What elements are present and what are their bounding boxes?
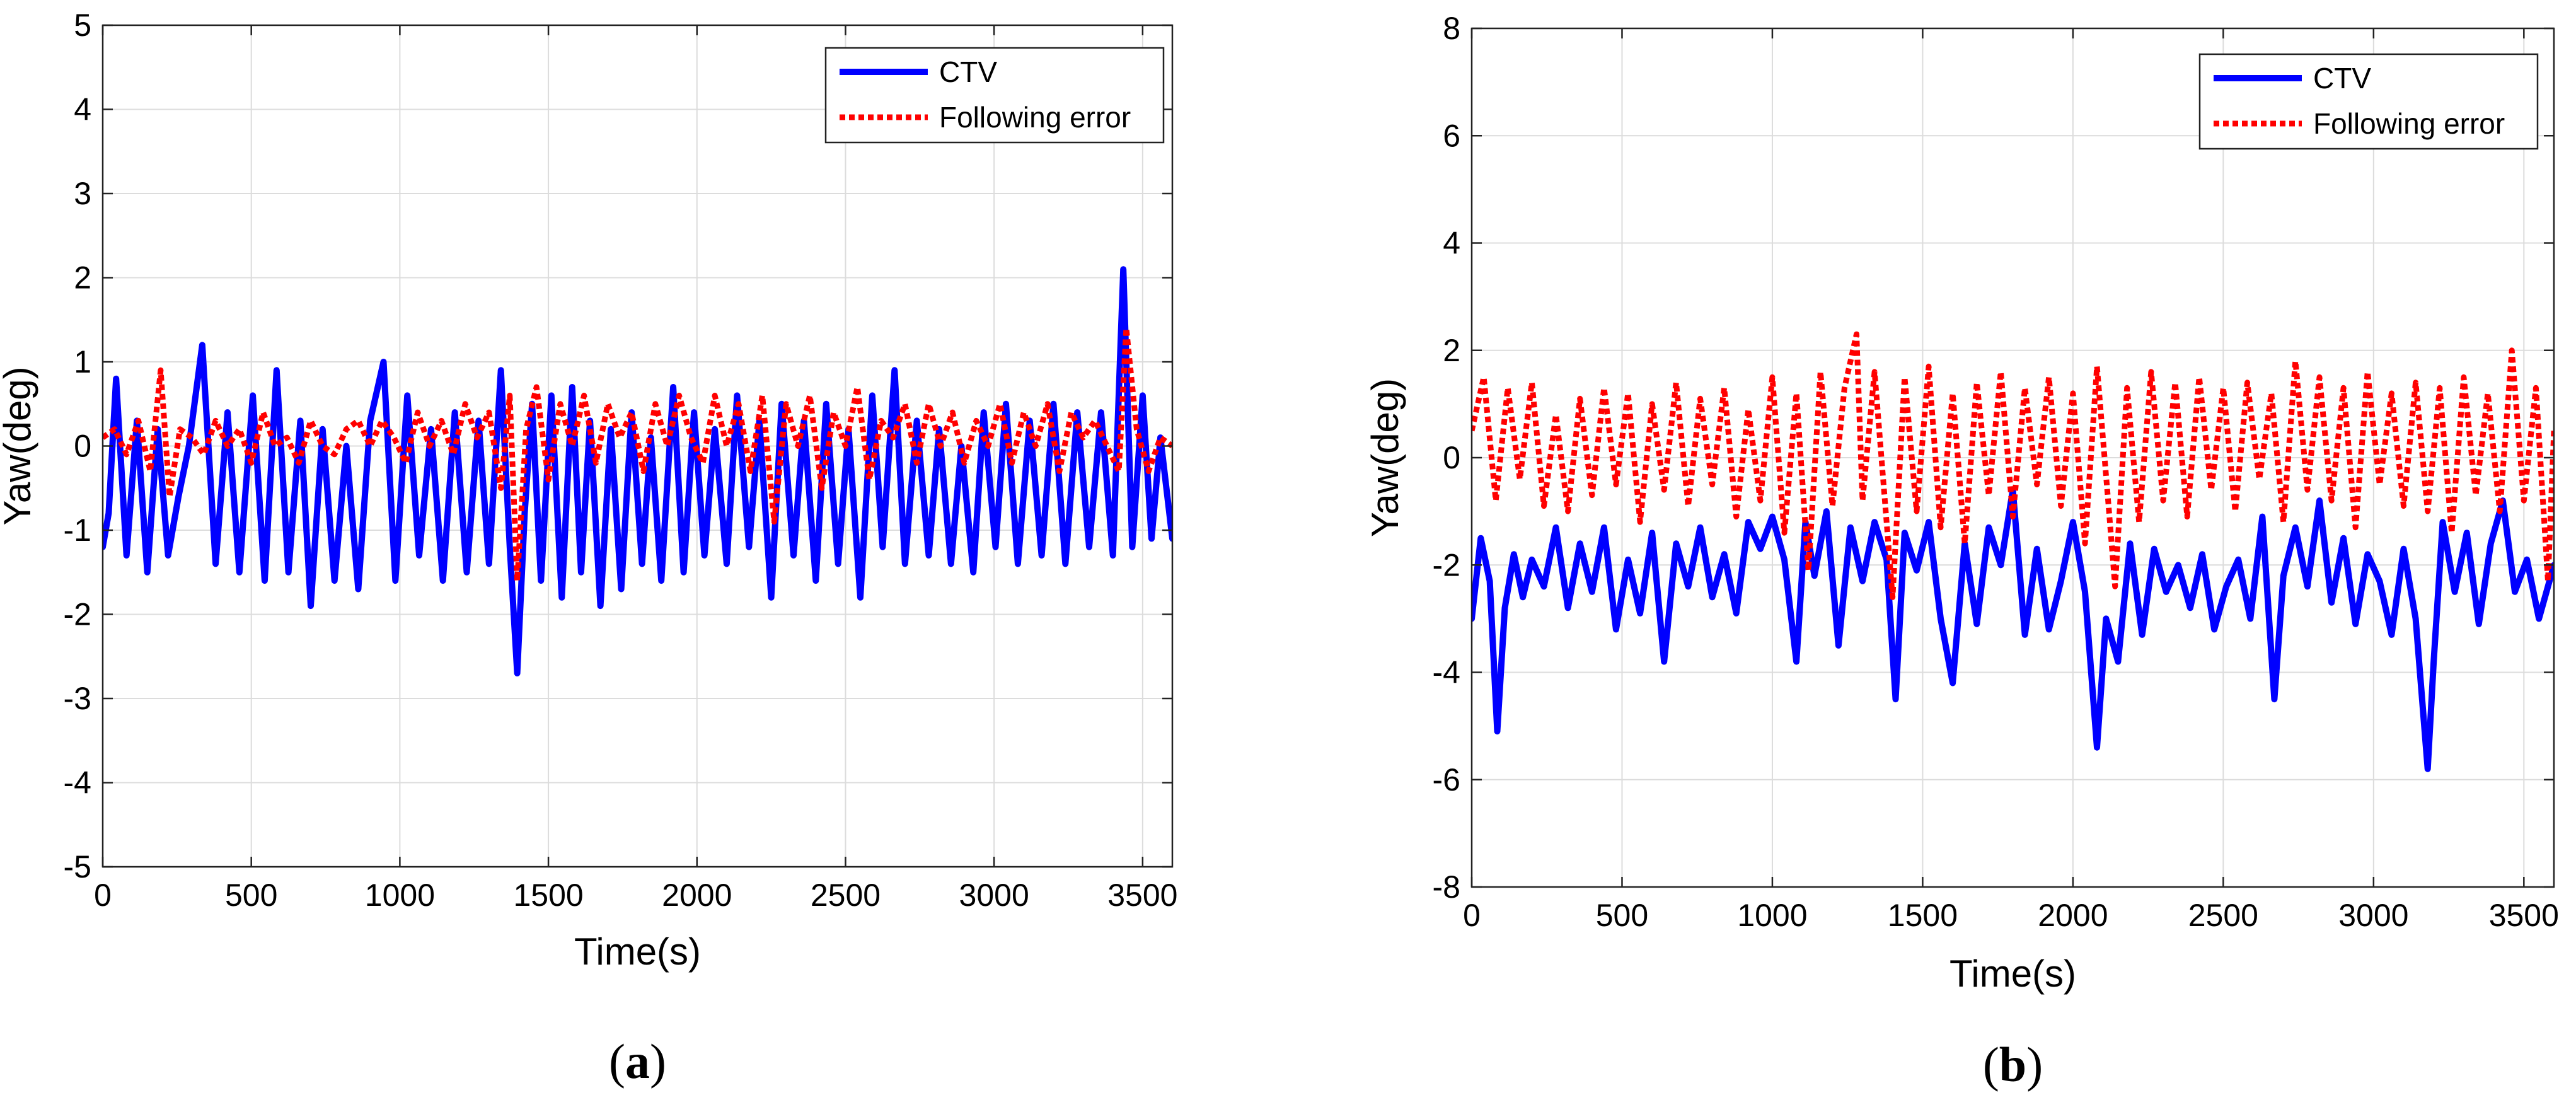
y-tick-label: 3 bbox=[74, 176, 91, 211]
y-tick-label: -4 bbox=[64, 765, 91, 801]
legend-label: Following error bbox=[2313, 107, 2505, 140]
legend-label: CTV bbox=[939, 55, 997, 88]
x-tick-label: 2500 bbox=[2188, 898, 2258, 933]
series-group bbox=[103, 266, 1172, 676]
y-tick-label: 0 bbox=[74, 429, 91, 464]
x-tick-label: 3000 bbox=[2338, 898, 2408, 933]
y-tick-label: 1 bbox=[74, 344, 91, 380]
following-error-series-line bbox=[1472, 331, 2554, 600]
x-tick-label: 1500 bbox=[513, 878, 583, 913]
series-group bbox=[1472, 331, 2554, 772]
legend-box bbox=[2198, 53, 2539, 150]
x-tick-label: 0 bbox=[94, 878, 112, 913]
panel-label: (b) bbox=[1983, 1037, 2043, 1092]
x-tick-label: 2000 bbox=[2038, 898, 2108, 933]
y-tick-label: -8 bbox=[1433, 869, 1460, 905]
y-tick-label: -2 bbox=[64, 597, 91, 632]
ctv-series-line bbox=[103, 266, 1172, 676]
x-tick-label: 500 bbox=[1596, 898, 1648, 933]
y-axis-label: Yaw(deg) bbox=[0, 366, 38, 525]
x-tick-label: 0 bbox=[1463, 898, 1481, 933]
following-error-series-line bbox=[103, 325, 1172, 584]
x-tick-label: 2000 bbox=[662, 878, 732, 913]
panel-label: (a) bbox=[609, 1034, 666, 1089]
y-tick-label: -2 bbox=[1433, 547, 1460, 582]
y-tick-label: -5 bbox=[64, 849, 91, 884]
y-tick-label: -3 bbox=[64, 681, 91, 716]
y-tick-label: 2 bbox=[1443, 333, 1460, 368]
y-tick-label: 0 bbox=[1443, 440, 1460, 475]
x-axis-label: Time(s) bbox=[1949, 953, 2076, 995]
x-tick-label: 1000 bbox=[1737, 898, 1807, 933]
y-tick-label: -6 bbox=[1433, 762, 1460, 797]
x-tick-label: 3000 bbox=[959, 878, 1029, 913]
x-tick-label: 500 bbox=[225, 878, 277, 913]
x-tick-label: 3500 bbox=[1107, 878, 1177, 913]
legend-label: Following error bbox=[939, 101, 1131, 134]
x-tick-label: 1500 bbox=[1888, 898, 1958, 933]
y-tick-label: 2 bbox=[74, 260, 91, 296]
x-tick-label: 2500 bbox=[811, 878, 881, 913]
x-tick-label: 3500 bbox=[2489, 898, 2559, 933]
ctv-series-line bbox=[1472, 487, 2554, 772]
x-tick-label: 1000 bbox=[365, 878, 435, 913]
legend-label: CTV bbox=[2313, 62, 2371, 95]
chart-panel-b: 0 500 1000 1500 2000 2500 3000 3500 -8 -6 -4 -2 0 2 4 6… bbox=[1364, 11, 2559, 1092]
y-tick-label: -4 bbox=[1433, 655, 1460, 690]
y-tick-label: -1 bbox=[64, 513, 91, 548]
y-tick-label: 4 bbox=[1443, 226, 1460, 261]
x-axis-label: Time(s) bbox=[574, 930, 701, 973]
y-axis-label: Yaw(deg) bbox=[1364, 378, 1406, 537]
y-tick-label: 6 bbox=[1443, 118, 1460, 153]
chart-panel-a: 0 500 1000 1500 2000 2500 3000 3500 -5 -4 -3 -2 -1 0 1… bbox=[0, 8, 1177, 1089]
y-tick-label: 5 bbox=[74, 8, 91, 43]
y-tick-label: 8 bbox=[1443, 11, 1460, 46]
y-tick-label: 4 bbox=[74, 92, 91, 127]
legend: CTV Following error bbox=[824, 47, 1165, 144]
legend: CTV Following error bbox=[2198, 53, 2539, 150]
legend-box bbox=[824, 47, 1165, 144]
